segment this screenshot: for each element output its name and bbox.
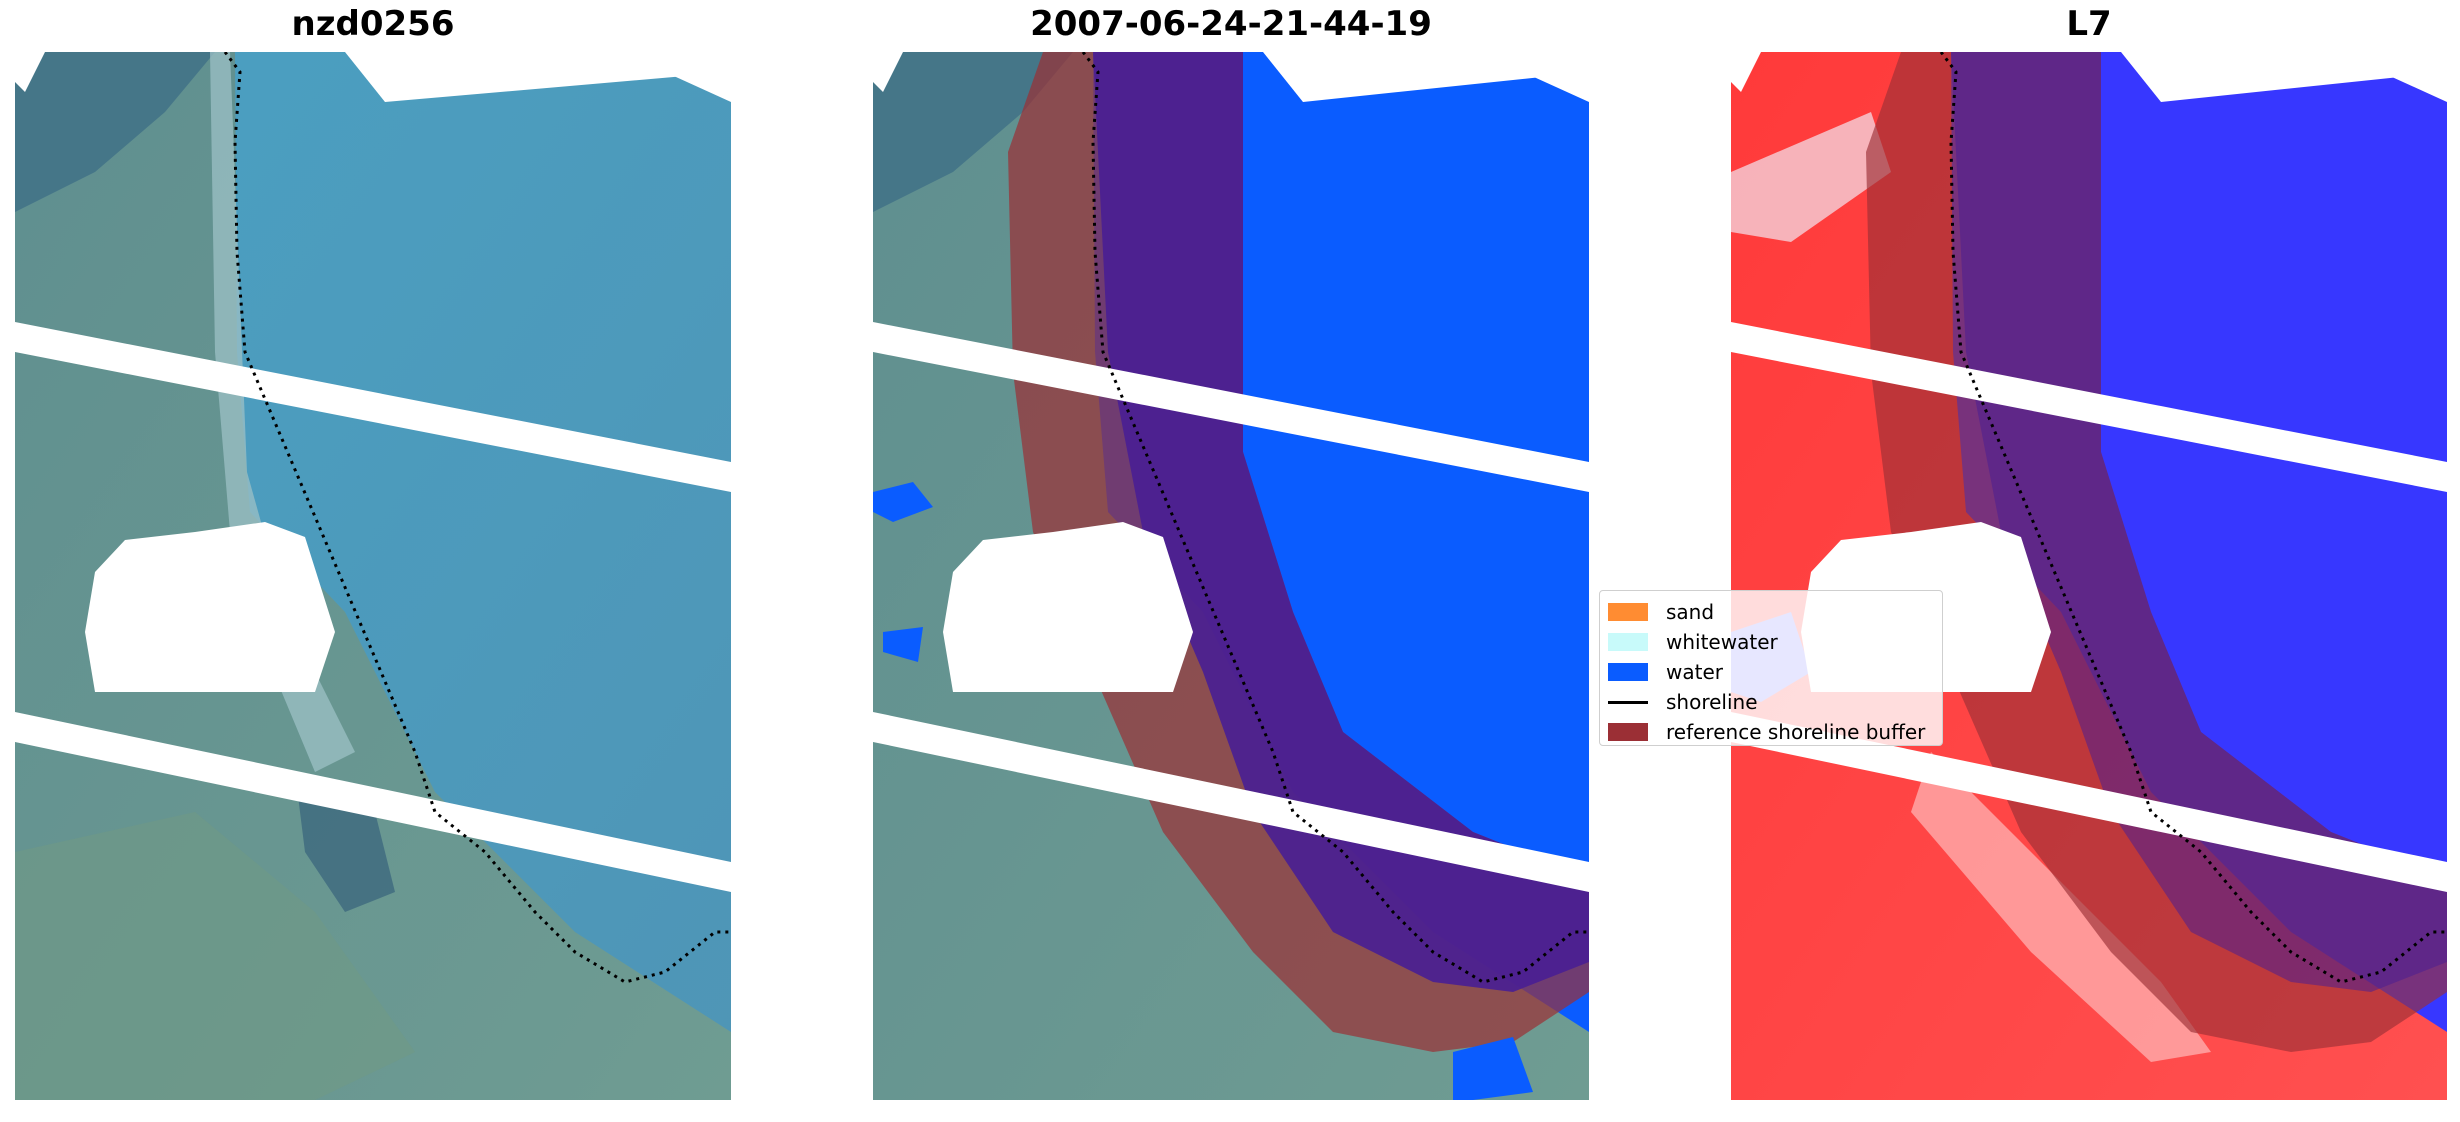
mask-stripe: [15, 712, 731, 892]
sand-swatch: [1608, 603, 1648, 621]
legend-label: shoreline: [1666, 690, 1758, 714]
index-panel: [1731, 52, 2447, 1100]
panel-title-rgb: nzd0256: [291, 4, 455, 44]
index-image: [1731, 52, 2447, 1100]
shoreline-line: [1081, 52, 1589, 984]
reference-buffer-swatch: [1608, 723, 1648, 741]
classification-image: [873, 52, 1589, 1100]
classification-panel: [873, 52, 1589, 1100]
legend-label: whitewater: [1666, 630, 1778, 654]
shoreline-line: [223, 52, 731, 984]
shoreline-line: [1939, 52, 2447, 984]
rgb-image-panel: [15, 52, 731, 1100]
whitewater-swatch: [1608, 633, 1648, 651]
mask-stripe: [345, 52, 731, 102]
legend-label: reference shoreline buffer: [1666, 720, 1926, 744]
legend-item-whitewater: whitewater: [1600, 627, 1942, 657]
legend-item-water: water: [1600, 657, 1942, 687]
water-swatch: [1608, 663, 1648, 681]
panel-title-classification: 2007-06-24-21-44-19: [1030, 4, 1432, 44]
legend-item-reference-buffer: reference shoreline buffer: [1600, 717, 1942, 745]
buffer-water-overlap: [1093, 52, 1589, 992]
panel-title-index: L7: [2066, 4, 2112, 44]
legend-item-shoreline: shoreline: [1600, 687, 1942, 717]
cloud-mask: [85, 522, 335, 692]
shoreline-swatch: [1608, 700, 1648, 704]
legend-item-sand: sand: [1600, 597, 1942, 627]
legend-label: water: [1666, 660, 1723, 684]
mask-stripe: [15, 322, 731, 492]
legend-label: sand: [1666, 600, 1715, 624]
legend: sand whitewater water shoreline referenc…: [1599, 590, 1943, 746]
rgb-image: [15, 52, 731, 1100]
